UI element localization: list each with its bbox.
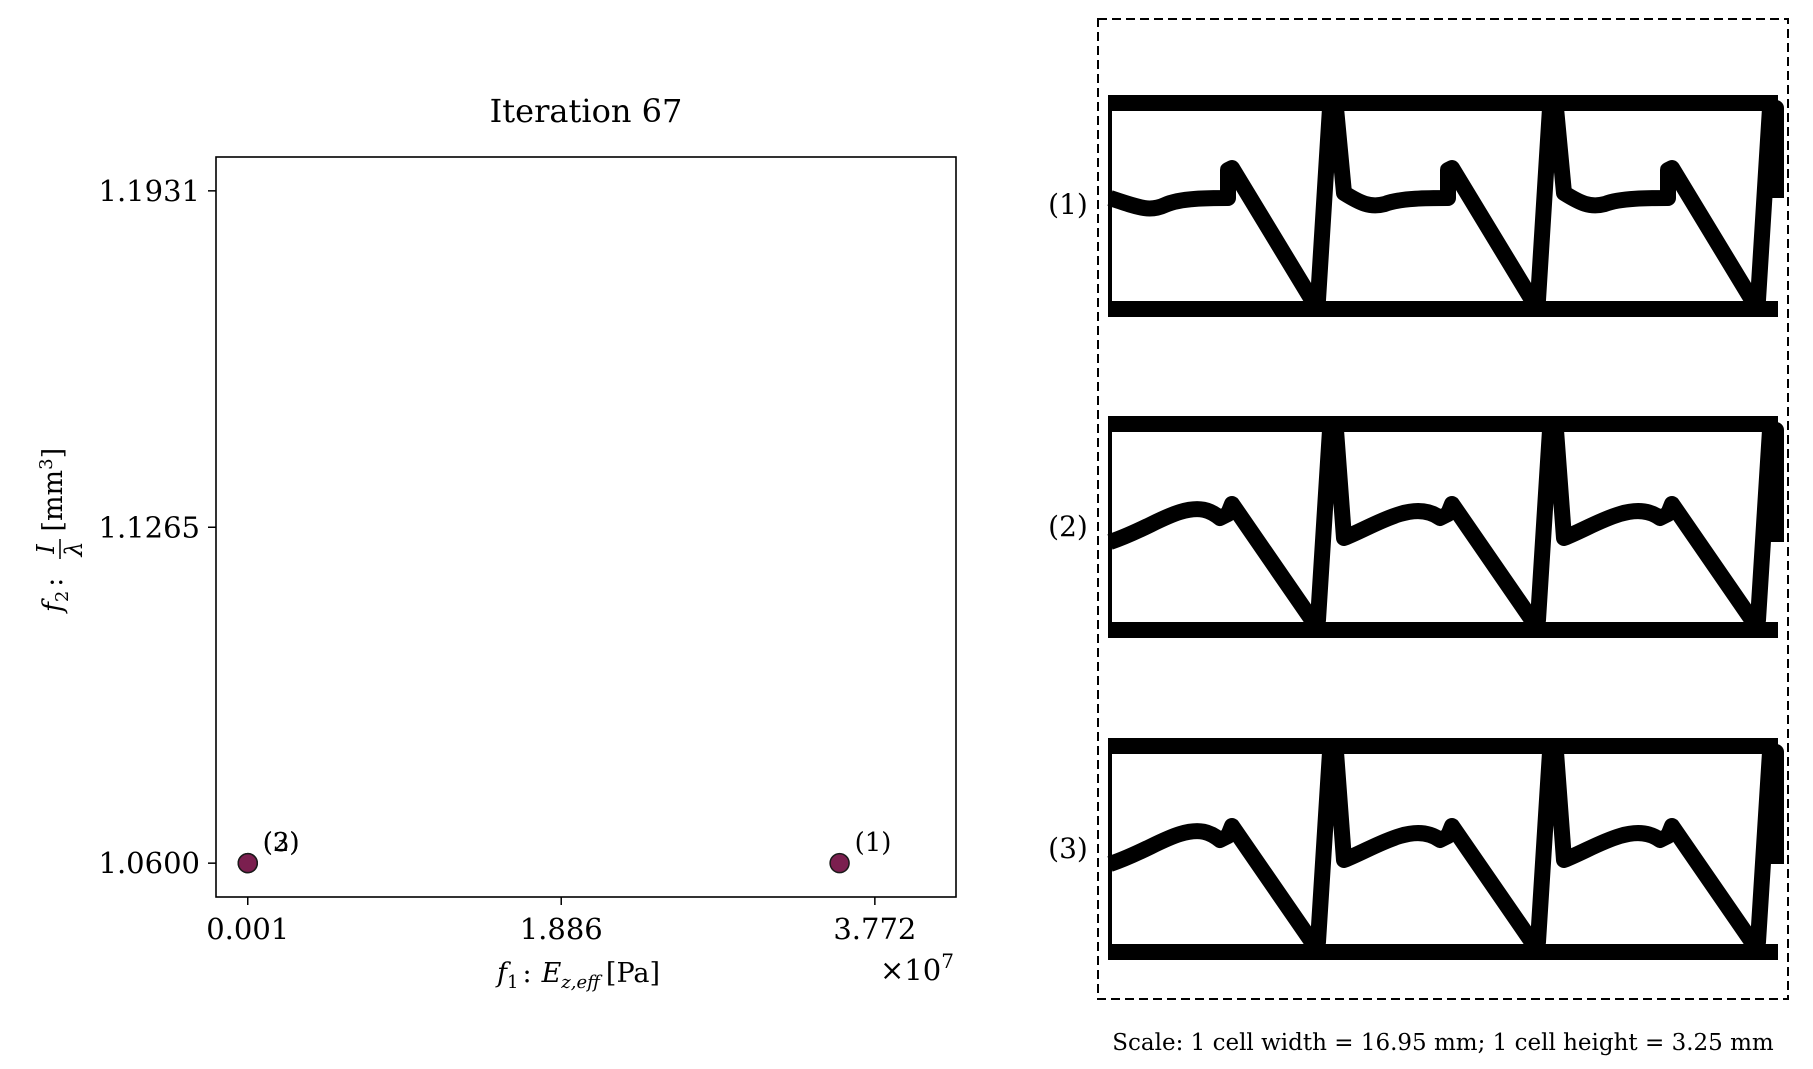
design-label-1: (1) [1048,188,1088,221]
y-axis-label: f2:[mm3] I λ [32,448,88,614]
x-tick-label: 3.772 [833,912,916,946]
svg-text:f2:[mm3]: f2:[mm3] [36,448,73,614]
y-tick-label: 1.0600 [99,846,200,880]
data-point-label: (2) [263,828,300,858]
data-points: (1) (2)(3) [237,828,892,874]
scale-caption: Scale: 1 cell width = 16.95 mm; 1 cell h… [1112,1030,1774,1056]
data-point [237,852,259,874]
y-tick-label: 1.1265 [99,510,200,544]
data-point-label: (3) [263,828,300,858]
designs-panel: (1) (2) (3) Scale: 1 cell width = 16.95 … [1048,18,1789,1056]
design-label-2: (2) [1048,510,1088,543]
y-axis-ticks: 1.0600 1.1265 1.1931 [99,174,216,880]
x-tick-label: 0.001 [206,912,289,946]
design-2-geometry [1108,424,1778,630]
svg-text:I: I [32,544,60,555]
x-tick-label: 1.886 [520,912,603,946]
chart-title: Iteration 67 [490,92,683,130]
design-3-geometry [1108,746,1778,952]
y-tick-label: 1.1931 [99,174,200,208]
data-point [829,852,850,874]
svg-text:λ: λ [60,541,88,557]
x-axis-ticks: 0.001 1.886 3.772 [206,897,916,946]
data-point-label: (1) [855,828,892,858]
x-axis-label: f1: Ez,eff [Pa] [495,958,660,993]
design-label-3: (3) [1048,832,1088,865]
plot-frame [215,156,957,898]
designs-frame [1097,18,1789,1000]
design-1-geometry [1108,103,1778,309]
scatter-chart: Iteration 67 0.001 1.886 3.772 1.0600 1.126… [32,92,957,993]
x-axis-multiplier: ×107 [880,949,954,987]
